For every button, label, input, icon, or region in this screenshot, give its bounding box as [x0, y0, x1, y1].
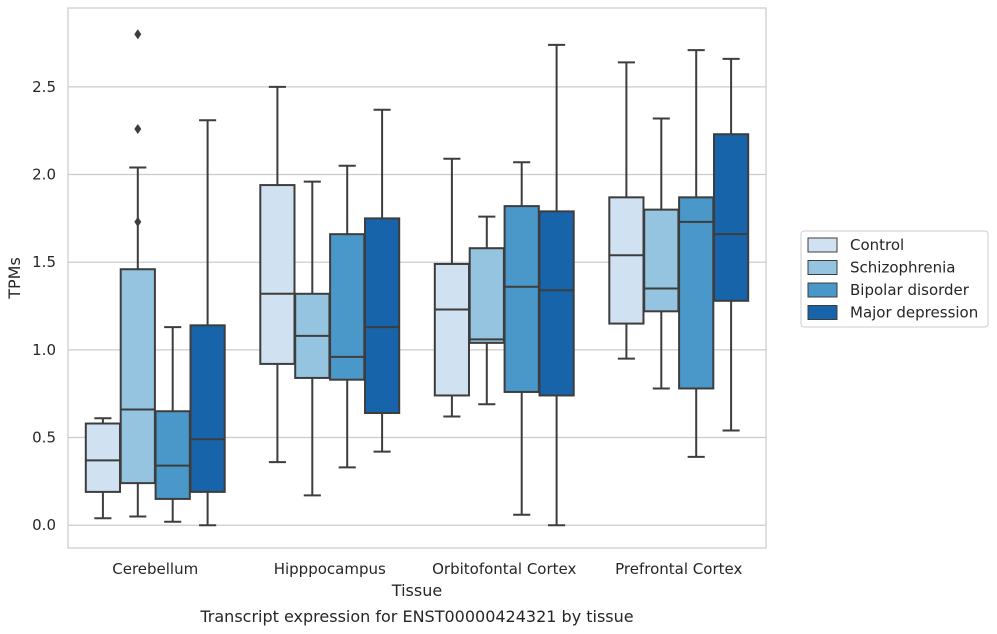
- y-axis-label: TPMs: [5, 257, 24, 300]
- y-tick-label: 0.0: [32, 516, 56, 534]
- box-control: [608, 61, 645, 360]
- box-body: [119, 268, 156, 485]
- x-tick-label: Prefrontal Cortex: [615, 560, 742, 578]
- y-tick-label: 2.5: [32, 78, 56, 96]
- box-control: [259, 85, 296, 464]
- chart-caption: Transcript expression for ENST0000042432…: [199, 607, 633, 626]
- box-control: [84, 417, 122, 520]
- box-control: [433, 157, 471, 418]
- y-tick-label: 0.5: [32, 429, 56, 447]
- legend-label: Control: [850, 236, 904, 254]
- x-axis-label: Tissue: [391, 581, 442, 600]
- box-bipolar-disorder: [329, 164, 366, 469]
- legend-label: Major depression: [850, 304, 978, 322]
- box-bipolar-disorder: [678, 49, 715, 458]
- y-tick-label: 1.5: [32, 253, 56, 271]
- box-major-depression: [538, 43, 575, 527]
- legend: Control Schizophrenia Bipolar disorder Majo…: [800, 230, 989, 328]
- legend-swatch: [807, 305, 838, 320]
- legend-swatch: [807, 282, 838, 298]
- x-tick-label: Hipppocampus: [274, 560, 386, 578]
- box-schizophrenia: [468, 215, 505, 406]
- outlier-point: [134, 29, 142, 40]
- box-body: [608, 196, 645, 325]
- box-body: [678, 196, 715, 390]
- legend-swatch: [807, 260, 838, 275]
- box-body: [468, 247, 505, 344]
- box-major-depression: [363, 108, 401, 453]
- y-tick-labels: 0.0 0.5 1.0 1.5 2.0 2.5: [32, 78, 56, 534]
- box-bipolar-disorder: [154, 326, 191, 523]
- legend-label: Schizophrenia: [850, 259, 955, 277]
- outlier-point: [134, 123, 142, 134]
- box-body: [643, 208, 680, 313]
- legend-label: Bipolar disorder: [850, 281, 970, 299]
- box-body: [329, 233, 366, 381]
- y-tick-label: 1.0: [32, 341, 56, 359]
- box-body: [259, 184, 296, 365]
- box-body: [433, 262, 471, 397]
- box-body: [154, 410, 191, 500]
- box-bipolar-disorder: [503, 161, 540, 516]
- box-body: [189, 324, 226, 493]
- box-major-depression: [189, 119, 226, 527]
- outlier-point: [134, 216, 142, 227]
- box-body: [503, 205, 540, 393]
- box-schizophrenia: [643, 117, 680, 390]
- x-tick-label: Orbitofontal Cortex: [432, 560, 576, 578]
- box-body: [363, 217, 401, 414]
- x-tick-labels: Cerebellum Hipppocampus Orbitofontal Corte…: [112, 560, 742, 578]
- boxes: [84, 29, 750, 527]
- box-major-depression: [712, 57, 750, 432]
- x-tick-label: Cerebellum: [112, 560, 198, 578]
- box-body: [84, 422, 122, 493]
- box-body: [538, 210, 575, 397]
- plot-frame: [67, 7, 767, 549]
- box-schizophrenia: [294, 180, 331, 497]
- y-tick-label: 2.0: [32, 166, 56, 184]
- legend-swatch: [807, 237, 838, 253]
- legend-frame: [800, 230, 989, 328]
- box-body: [712, 133, 750, 302]
